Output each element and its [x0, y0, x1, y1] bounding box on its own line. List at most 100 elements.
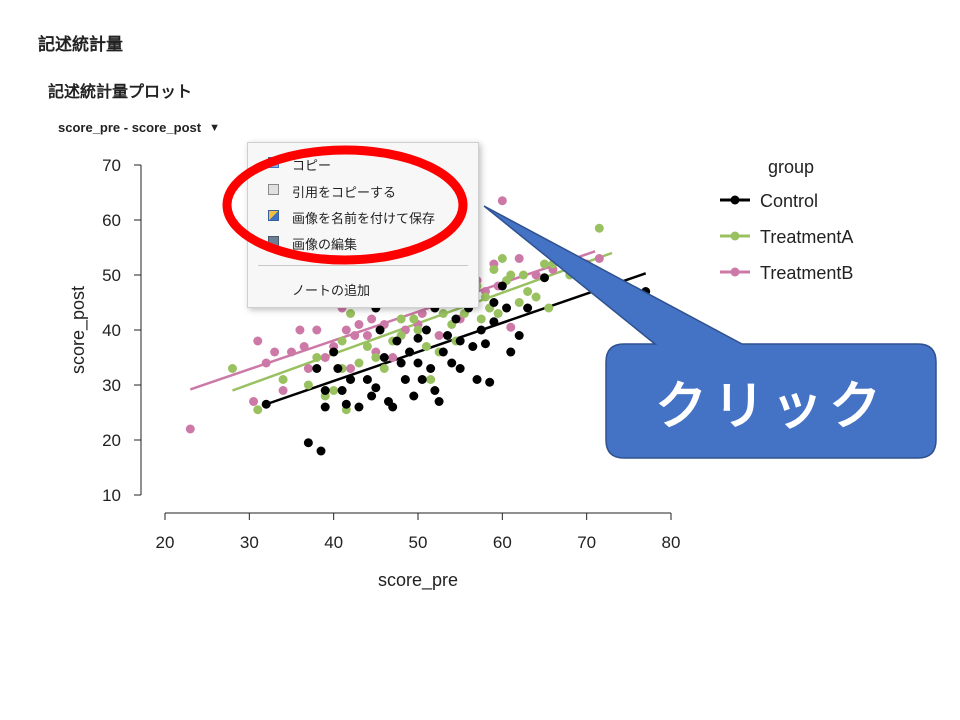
data-point-control	[375, 325, 385, 335]
data-point-treatmentb	[278, 386, 288, 395]
data-point-treatmenta	[476, 314, 486, 324]
data-point-treatmentb	[299, 342, 309, 351]
data-point-treatmenta	[514, 298, 524, 307]
plot-selector-label: score_pre - score_post	[58, 120, 202, 135]
data-point-control	[312, 364, 322, 373]
data-point-control	[329, 347, 339, 357]
data-point-control	[489, 298, 499, 307]
data-point-treatmentb	[594, 254, 604, 263]
data-point-control	[476, 325, 486, 335]
menu-item-add-note[interactable]: ノートの追加	[248, 276, 478, 300]
chevron-down-icon[interactable]: ▼	[209, 121, 220, 134]
data-point-control	[514, 331, 524, 340]
data-point-control	[430, 386, 440, 395]
legend-title: group	[768, 157, 814, 177]
data-point-control	[396, 358, 406, 368]
x-tick-label: 40	[324, 533, 343, 552]
data-point-treatmenta	[497, 254, 507, 263]
data-point-control	[426, 364, 436, 373]
data-point-control	[346, 375, 356, 384]
data-point-control	[540, 273, 549, 283]
data-point-control	[485, 377, 495, 387]
data-point-treatmentb	[506, 322, 516, 332]
data-point-control	[413, 358, 423, 368]
data-point-treatmenta	[371, 353, 381, 362]
data-point-treatmenta	[337, 336, 347, 346]
x-tick-label: 20	[156, 533, 175, 552]
data-point-control	[320, 402, 330, 412]
data-point-control	[455, 336, 465, 346]
menu-item-label: コピー	[292, 159, 332, 174]
data-point-treatmenta	[544, 303, 554, 313]
data-point-treatmentb	[287, 347, 296, 357]
data-point-treatmenta	[303, 380, 313, 390]
context-menu: コピー 引用をコピーする 画像を名前を付けて保存 画像の編集 ノートの追加	[247, 142, 479, 308]
data-point-treatmenta	[594, 223, 604, 233]
y-tick-label: 60	[102, 211, 121, 230]
x-axis-title: score_pre	[378, 570, 458, 591]
data-point-control	[371, 383, 381, 393]
legend-label: TreatmentB	[760, 263, 853, 283]
data-point-control	[480, 339, 490, 349]
data-point-treatmentb	[295, 325, 305, 335]
data-point-treatmentb	[346, 364, 356, 373]
data-point-control	[337, 386, 347, 395]
data-point-control	[447, 358, 457, 368]
data-point-control	[523, 303, 533, 313]
data-point-treatmenta	[354, 358, 364, 368]
data-point-treatmentb	[434, 331, 444, 340]
menu-item-copy-citation[interactable]: 引用をコピーする	[248, 178, 478, 202]
data-point-control	[438, 347, 448, 357]
data-point-treatmentb	[249, 397, 259, 406]
data-point-control	[468, 342, 478, 351]
data-point-control	[443, 331, 453, 340]
legend-marker	[730, 195, 740, 205]
data-point-treatmentb	[354, 320, 364, 329]
data-point-control	[417, 375, 427, 384]
data-point-control	[367, 391, 377, 401]
data-point-control	[421, 325, 431, 335]
section-title: 記述統計量	[38, 35, 123, 55]
callout-label: クリック	[654, 376, 887, 437]
data-point-control	[405, 347, 415, 357]
menu-item-label: 引用をコピーする	[292, 186, 397, 201]
plot-title: 記述統計量プロット	[48, 82, 193, 101]
x-tick-label: 60	[493, 533, 512, 552]
edit-image-icon	[268, 236, 279, 247]
save-image-icon	[268, 210, 279, 221]
y-axis-title: score_post	[68, 286, 89, 374]
menu-item-label: 画像を名前を付けて保存	[292, 212, 436, 227]
menu-item-save-image-as[interactable]: 画像を名前を付けて保存	[248, 204, 478, 228]
data-point-control	[333, 364, 343, 373]
y-tick-label: 20	[102, 431, 121, 450]
x-tick-label: 50	[409, 533, 428, 552]
data-point-control	[379, 353, 389, 362]
menu-divider	[258, 265, 468, 266]
y-tick-label: 30	[102, 376, 121, 395]
data-point-control	[362, 375, 372, 384]
data-point-treatmenta	[278, 375, 288, 384]
menu-item-label: ノートの追加	[292, 284, 371, 299]
cite-icon	[268, 184, 279, 195]
data-point-control	[506, 347, 516, 357]
data-point-treatmentb	[270, 347, 280, 357]
data-point-control	[400, 375, 410, 384]
data-point-treatmenta	[396, 314, 406, 324]
y-tick-label: 70	[102, 156, 121, 175]
data-point-control	[261, 399, 271, 409]
data-point-treatmenta	[480, 292, 490, 302]
data-point-treatmenta	[523, 287, 533, 296]
data-point-control	[392, 336, 402, 346]
data-point-control	[497, 281, 507, 291]
menu-item-copy[interactable]: コピー	[248, 151, 478, 175]
data-point-treatmenta	[253, 405, 263, 415]
data-point-control	[451, 314, 461, 324]
plot-selector-dropdown[interactable]: score_pre - score_post ▼	[58, 120, 220, 135]
data-point-treatmentb	[388, 353, 398, 362]
y-tick-label: 10	[102, 486, 121, 505]
data-point-control	[489, 317, 499, 327]
menu-item-edit-image[interactable]: 画像の編集	[248, 230, 478, 254]
data-point-treatmentb	[514, 254, 524, 263]
data-point-control	[455, 364, 465, 373]
data-point-treatmentb	[261, 358, 271, 368]
